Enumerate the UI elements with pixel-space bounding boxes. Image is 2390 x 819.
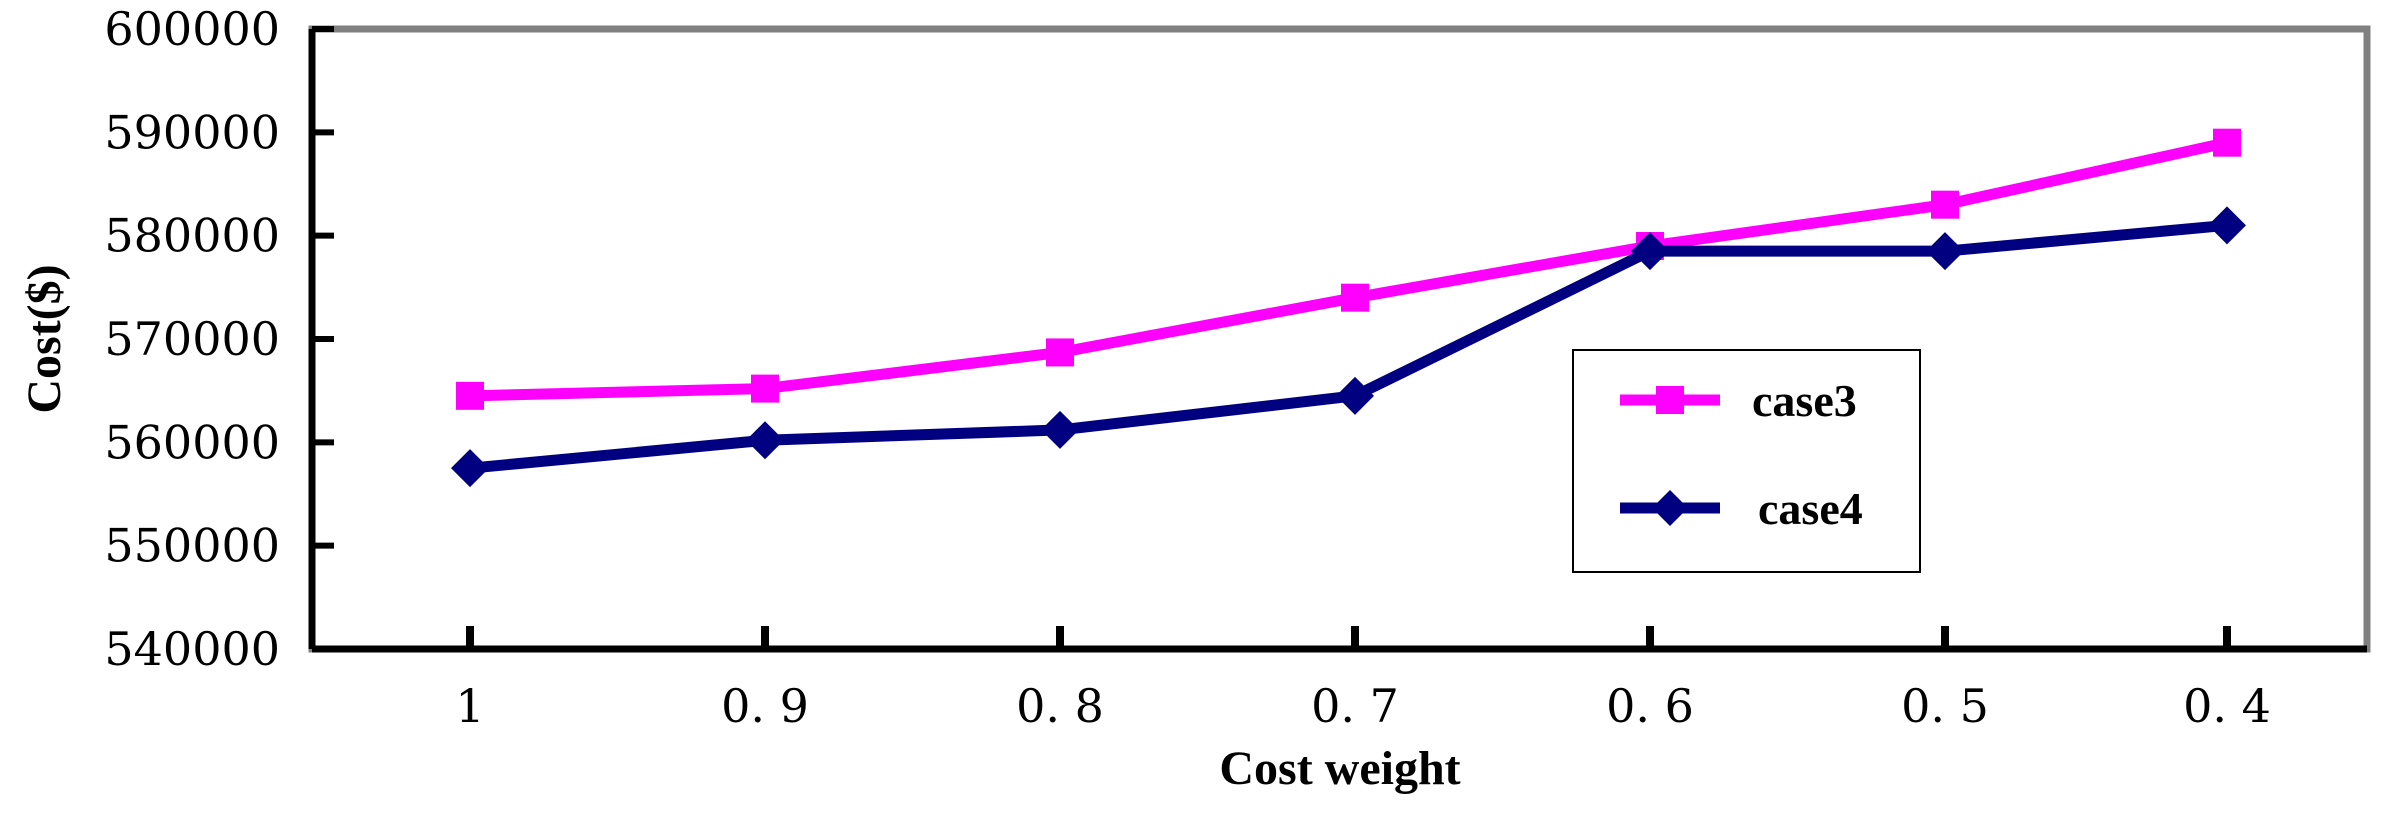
x-axis-ticks: 1 0. 9 0. 8 0. 7 0. 6 0. 5 0. 4 [455, 626, 2271, 733]
data-point-case4 [1926, 232, 1964, 271]
data-point-case4 [1336, 376, 1374, 415]
legend-label-case3: case3 [1752, 375, 1857, 426]
x-tick-label: 0. 7 [1311, 679, 1399, 733]
series-layer [451, 128, 2246, 488]
legend: case3 case4 [1572, 349, 1921, 573]
x-tick-label: 0. 5 [1901, 679, 1989, 733]
x-axis-title: Cost weight [1219, 742, 1460, 795]
legend-marker-case3 [1656, 386, 1684, 414]
data-point-case3 [751, 374, 779, 403]
data-point-case4 [2208, 206, 2246, 245]
x-tick-label: 0. 8 [1016, 679, 1104, 733]
x-tick-label: 0. 6 [1606, 679, 1694, 733]
y-tick-label: 550000 [104, 519, 280, 573]
data-point-case4 [451, 449, 489, 488]
y-axis-title: Cost($) [18, 264, 71, 413]
x-tick-label: 1 [455, 679, 484, 733]
data-point-case4 [1631, 232, 1669, 271]
x-tick-label: 0. 4 [2183, 679, 2271, 733]
legend-label-case4: case4 [1758, 483, 1863, 534]
y-tick-label: 560000 [104, 415, 280, 469]
y-tick-label: 600000 [104, 2, 280, 56]
y-tick-label: 580000 [104, 209, 280, 263]
y-axis-ticks: 540000 550000 560000 570000 580000 590000 6000… [104, 2, 334, 676]
y-tick-label: 590000 [104, 105, 280, 159]
legend-box [1572, 349, 1921, 573]
data-point-case3 [1046, 338, 1074, 367]
data-point-case3 [1341, 283, 1369, 312]
data-point-case4 [746, 421, 784, 460]
y-tick-label: 570000 [104, 312, 280, 366]
data-point-case3 [2213, 128, 2241, 157]
legend-marker-case4 [1652, 490, 1688, 526]
data-point-case3 [1931, 190, 1959, 219]
data-point-case3 [456, 381, 484, 410]
x-tick-label: 0. 9 [721, 679, 809, 733]
plot-frame [308, 25, 2371, 653]
data-point-case4 [1041, 410, 1079, 449]
y-tick-label: 540000 [104, 622, 280, 676]
